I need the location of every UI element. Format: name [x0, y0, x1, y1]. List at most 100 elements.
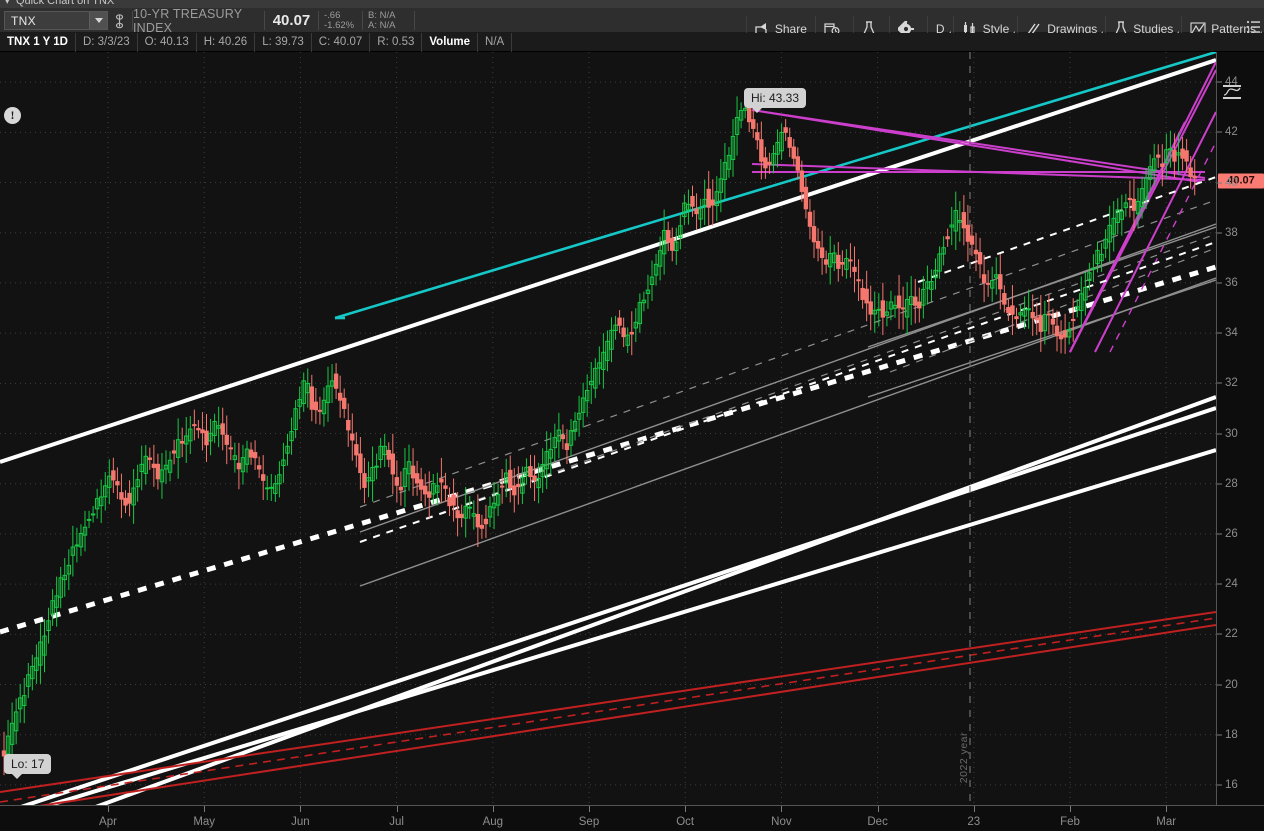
price-tick [1217, 633, 1222, 635]
price-tick-label: 18 [1225, 728, 1238, 741]
price-tick [1217, 282, 1222, 284]
gear-icon [897, 20, 914, 37]
price-tick [1217, 81, 1222, 83]
price-tick [1217, 784, 1222, 786]
time-tick-label: May [193, 816, 216, 828]
time-tick [973, 806, 975, 812]
price-tick-label: 30 [1225, 427, 1238, 440]
price-change-group: -.66 -1.62% [318, 9, 362, 31]
price-plot[interactable] [0, 52, 1216, 805]
ask-value: A: N/A [368, 19, 396, 31]
time-tick-label: Apr [99, 816, 117, 828]
time-tick-label: 23 [967, 816, 981, 828]
ohlc-high: H: 40.26 [197, 32, 256, 52]
window-title-text: Quick Chart on TNX [16, 0, 115, 7]
drawings-icon [1026, 22, 1042, 36]
index-name: 10-YR TREASURY INDEX [132, 7, 260, 35]
time-axis[interactable]: Apr May Jun Jul Aug Sep Oct Nov Dec 23 Feb Mar [0, 805, 1264, 831]
drawings-layer [0, 52, 1216, 805]
time-tick-label: Aug [482, 816, 504, 828]
time-tick-label: Dec [867, 816, 888, 828]
link-icon[interactable] [112, 13, 126, 29]
bid-ask-group: B: N/A A: N/A [362, 9, 414, 31]
chart-style-icon[interactable] [1220, 82, 1244, 102]
symbol-bar-divider [414, 11, 416, 30]
price-tick-label: 20 [1225, 678, 1238, 691]
price-tick [1217, 232, 1222, 234]
price-tick-label: 32 [1225, 377, 1238, 390]
time-tick-label: Jun [291, 816, 310, 828]
time-tick-label: Mar [1156, 816, 1177, 828]
time-tick [492, 806, 494, 812]
time-tick [1070, 806, 1071, 812]
bid-value: B: N/A [368, 9, 396, 21]
symbol-input[interactable]: TNX [4, 11, 108, 30]
price-tick-label: 22 [1225, 628, 1238, 641]
current-price-marker: 40.07 [1218, 173, 1264, 189]
price-tick-label: 24 [1225, 578, 1238, 591]
window-collapse-caret[interactable]: ▾ [5, 0, 10, 6]
ohlc-info-bar: TNX 1 Y 1D D: 3/3/23 O: 40.13 H: 40.26 L… [0, 32, 1264, 52]
ohlc-open: O: 40.13 [138, 32, 197, 52]
price-tick [1217, 734, 1222, 736]
time-tick-label: Nov [771, 816, 792, 828]
price-tick-label: 42 [1225, 126, 1238, 139]
time-tick [589, 806, 590, 812]
symbol-dropdown-icon[interactable] [89, 12, 107, 29]
time-tick [396, 806, 398, 812]
time-tick-label: Feb [1060, 816, 1080, 828]
ohlc-low: L: 39.73 [255, 32, 312, 52]
window-title-bar: ▾ Quick Chart on TNX [0, 0, 1264, 8]
alert-icon[interactable]: ! [4, 107, 21, 124]
time-tick [877, 806, 879, 812]
price-tick [1217, 684, 1222, 686]
time-tick-label: Oct [676, 816, 695, 828]
price-tick [1217, 433, 1222, 435]
change-percent: -1.62% [324, 19, 355, 31]
drawings-label: Drawings [1047, 21, 1098, 36]
symbol-bar: TNX 10-YR TREASURY INDEX 40.07 -.66 -1.6… [0, 7, 1264, 41]
price-tick [1217, 332, 1222, 334]
price-axis[interactable]: 40.07 16 18 20 22 24 26 28 30 32 34 36 38 40 42 44 [1216, 52, 1264, 805]
year-divider-label: 2022 year [958, 732, 970, 784]
low-price-flag: Lo: 17 [4, 754, 52, 779]
patterns-label: Patterns [1211, 21, 1256, 36]
time-tick [108, 806, 109, 812]
timeframe-label: D [935, 21, 945, 36]
price-tick-label: 40 [1225, 176, 1238, 189]
price-tick-label: 16 [1225, 778, 1238, 791]
price-tick [1217, 382, 1222, 384]
time-tick-label: Sep [578, 816, 600, 828]
price-tick [1217, 583, 1222, 585]
candlestick-series [1, 94, 1197, 776]
change-absolute: -.66 [324, 9, 341, 21]
price-tick [1217, 483, 1222, 485]
price-tick-label: 26 [1225, 527, 1238, 540]
volume-value: N/A [478, 32, 513, 52]
chart-area[interactable]: ! Hi: 43.33 Lo: 17 2022 year 40.07 16 18 2… [0, 52, 1264, 831]
price-tick-label: 34 [1225, 327, 1238, 340]
price-tick-label: 36 [1225, 276, 1238, 289]
share-label: Share [774, 21, 807, 36]
hamburger-menu-icon[interactable] [1246, 19, 1262, 35]
symbol-value: TNX [11, 13, 36, 28]
high-price-flag: Hi: 43.33 [744, 88, 807, 113]
settings-button[interactable] [888, 16, 927, 41]
time-tick [300, 806, 302, 812]
price-tick [1217, 131, 1222, 133]
ohlc-range: R: 0.53 [370, 32, 423, 52]
time-tick-label: Jul [389, 816, 404, 828]
time-tick [1166, 806, 1168, 812]
price-tick-label: 28 [1225, 477, 1238, 490]
price-tick [1217, 533, 1222, 535]
price-tick-label: 38 [1225, 226, 1238, 239]
ohlc-date: D: 3/3/23 [76, 32, 138, 52]
chart-title: TNX 1 Y 1D [0, 32, 76, 52]
ohlc-close: C: 40.07 [312, 32, 371, 52]
time-tick [685, 806, 687, 812]
volume-label: Volume [422, 32, 479, 52]
time-tick [781, 806, 783, 812]
style-label: Style [982, 21, 1010, 36]
studies-label: Studies [1133, 21, 1174, 36]
